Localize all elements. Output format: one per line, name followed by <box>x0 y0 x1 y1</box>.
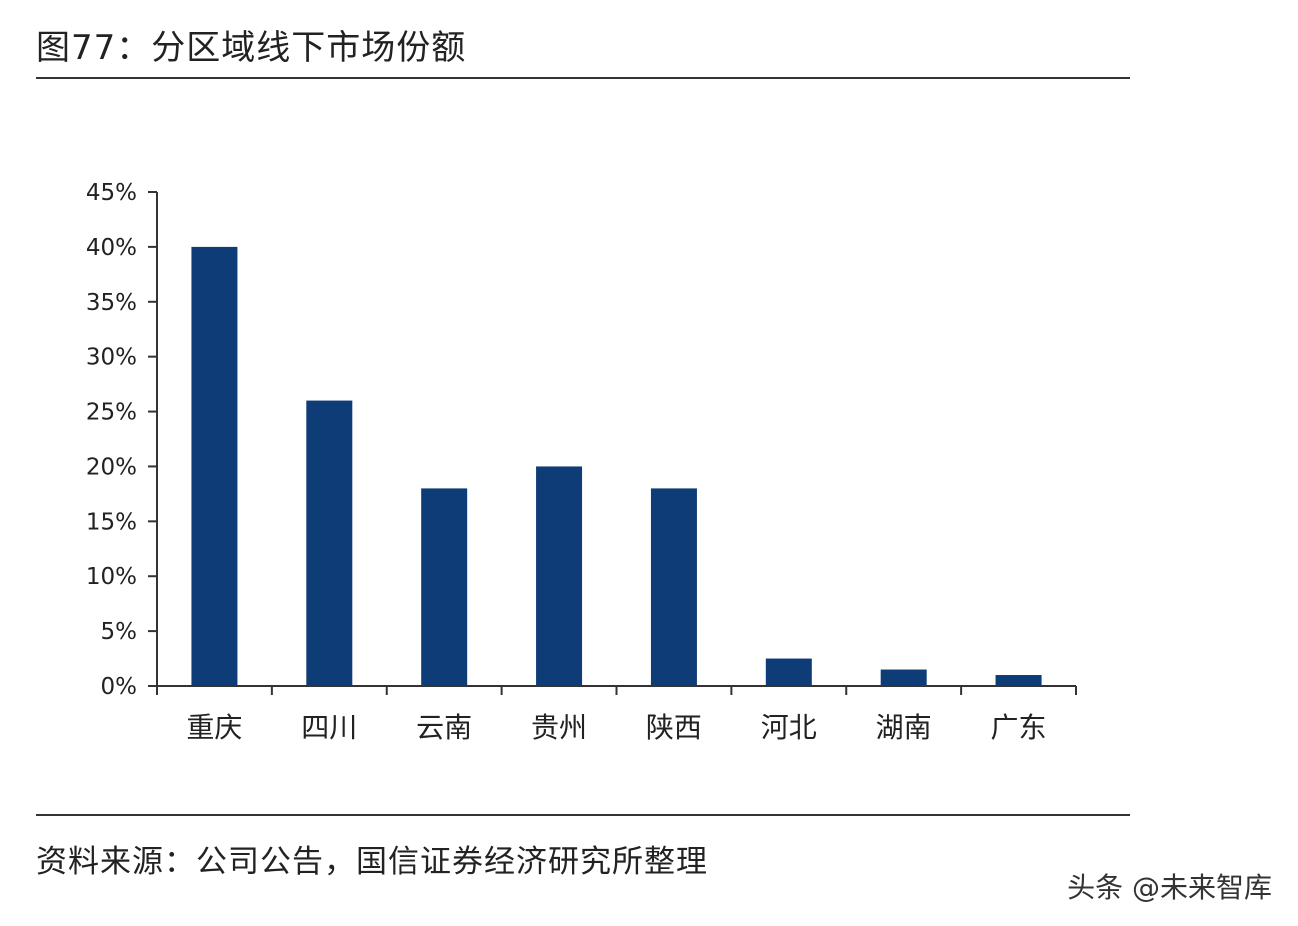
source-note: 资料来源：公司公告，国信证券经济研究所整理 <box>36 844 708 880</box>
y-tick-label: 20% <box>86 454 137 480</box>
watermark: 头条 @未来智库 <box>1067 871 1272 904</box>
figure-title: 图77：分区域线下市场份额 <box>36 28 467 68</box>
bar-6 <box>765 658 812 686</box>
chart-categories: 重庆 四川 云南 贵州 陕西 河北 湖南 广东 <box>186 711 1046 744</box>
category-label: 云南 <box>416 711 472 744</box>
bar-3 <box>421 488 468 686</box>
y-tick-label: 35% <box>86 290 137 316</box>
bar-1 <box>191 246 238 686</box>
y-tick-label: 5% <box>101 619 138 645</box>
category-label: 贵州 <box>531 711 587 744</box>
bar-8 <box>995 675 1042 686</box>
chart-bars <box>191 246 1042 686</box>
bar-4 <box>536 466 583 686</box>
y-tick-label: 30% <box>86 345 137 371</box>
category-label: 湖南 <box>876 711 932 744</box>
chart-y-ticks: 0% 5% 10% 15% 20% 25% 30% 35% 40% 45% <box>86 180 157 700</box>
title-divider <box>36 77 1130 79</box>
category-label: 重庆 <box>186 711 242 744</box>
source-divider <box>36 814 1130 816</box>
category-label: 四川 <box>301 711 357 744</box>
bar-5 <box>650 488 697 686</box>
y-tick-label: 0% <box>101 674 138 700</box>
y-tick-label: 10% <box>86 564 137 590</box>
y-tick-label: 25% <box>86 400 137 426</box>
category-label: 河北 <box>761 711 817 744</box>
y-tick-label: 40% <box>86 235 137 261</box>
y-tick-label: 45% <box>86 180 137 206</box>
category-label: 陕西 <box>646 711 702 744</box>
chart-axes <box>156 192 1077 695</box>
bar-7 <box>880 669 927 686</box>
y-tick-label: 15% <box>86 509 137 535</box>
bar-2 <box>306 400 353 686</box>
category-label: 广东 <box>991 711 1047 744</box>
